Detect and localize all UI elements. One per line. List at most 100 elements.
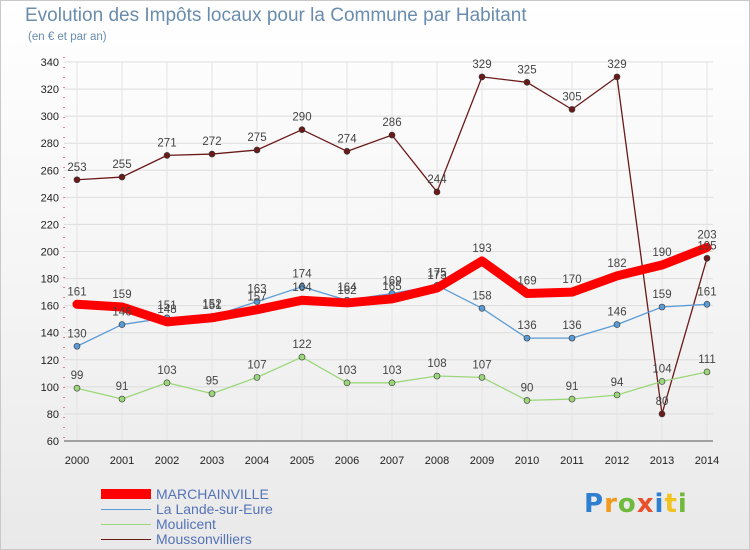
data-point [163,379,171,387]
data-label: 169 [382,275,401,287]
logo-letter: P [584,489,605,519]
data-label: 203 [697,229,716,241]
logo-letter: r [604,489,618,519]
logo-letter: t [664,489,678,519]
data-point [703,254,711,262]
data-point [298,296,306,305]
data-label: 165 [382,281,401,293]
data-label: 146 [112,307,131,319]
logo-letter: x [636,489,655,519]
data-label: 151 [202,300,221,312]
data-label: 162 [337,285,356,297]
data-label: 104 [652,363,672,375]
data-point [613,321,621,328]
data-point [73,300,81,309]
x-tick-label: 2001 [110,455,134,467]
y-tick-label: 160 [41,301,59,313]
data-label: 271 [157,137,176,149]
data-point [658,410,666,418]
data-label: 173 [427,270,446,282]
data-point [478,256,486,265]
data-label: 136 [562,320,581,332]
data-point [208,390,216,397]
data-label: 158 [472,290,491,302]
x-tick-label: 2003 [200,455,224,467]
chart-title: Evolution des Impôts locaux pour la Comm… [25,5,527,26]
axes: 60 80 100 120 140 160 180 200 220 240 260 280 300 320… [41,57,719,467]
data-label: 103 [382,365,401,377]
data-point [118,395,126,403]
x-tick-label: 2006 [335,455,359,467]
series-lines [72,73,712,418]
data-label: 286 [382,117,401,129]
data-point [253,146,261,154]
x-tick-label: 2009 [470,455,494,467]
data-point [478,374,486,381]
data-label: 169 [517,275,536,287]
y-tick-label: 220 [41,219,59,231]
data-point [658,303,666,311]
data-label: 90 [521,382,534,394]
y-tick-label: 60 [47,436,59,448]
data-point [298,126,306,133]
data-label: 122 [292,339,311,351]
data-point [73,176,81,184]
data-point [433,284,441,293]
data-point [613,271,621,280]
data-label: 305 [562,91,581,103]
chart-subtitle: (en € et par an) [28,31,107,43]
data-point [118,173,126,181]
y-tick-label: 200 [41,247,59,259]
data-point [658,378,666,385]
legend-label: La Lande-sur-Eure [156,501,273,517]
data-label: 151 [157,300,176,312]
data-label: 195 [697,240,716,252]
x-tick-label: 2013 [650,455,674,467]
data-point [613,391,621,399]
x-tick-label: 2010 [515,455,539,467]
data-point [523,397,531,404]
data-label: 111 [698,354,715,366]
y-tick-label: 100 [41,382,59,394]
legend-label: Moussonvilliers [156,531,252,547]
data-point [253,305,261,314]
data-label: 157 [247,292,266,304]
y-tick-label: 300 [41,111,59,123]
data-point [703,300,711,308]
data-label: 91 [116,381,129,393]
data-point [568,395,576,403]
data-point [163,152,171,159]
logo-letter: o [617,489,637,519]
data-label: 107 [247,359,266,371]
logo-letter: i [677,489,688,519]
data-point [73,342,81,350]
data-label: 255 [112,159,131,171]
y-tick-label: 80 [47,409,59,421]
data-point [163,317,171,326]
data-point [298,353,306,361]
x-tick-label: 2007 [380,455,404,467]
data-label: 103 [157,365,176,377]
data-label: 164 [292,282,312,294]
data-point [613,73,621,81]
data-label: 159 [112,289,131,301]
data-label: 244 [427,174,447,186]
y-tick-label: 280 [41,138,59,150]
data-point [208,150,216,158]
data-point [568,106,576,113]
x-tick-label: 2000 [65,455,89,467]
data-point [118,302,126,311]
data-point [343,298,351,307]
data-label: 170 [562,274,581,286]
data-label: 274 [337,133,357,145]
y-tick-label: 240 [41,192,59,204]
x-tick-label: 2014 [695,455,719,467]
data-label: 272 [202,136,221,148]
data-label: 190 [652,247,671,259]
data-label: 163 [247,284,266,296]
data-label: 107 [472,359,491,371]
x-tick-label: 2011 [560,455,584,467]
data-point [658,261,666,270]
